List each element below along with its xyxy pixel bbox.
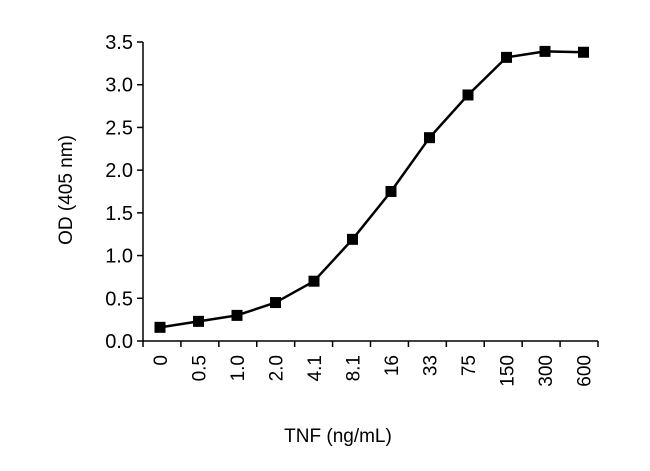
x-tick-label: 8.1 [344,355,365,381]
x-tick-label: 2.0 [267,355,288,381]
data-point [308,275,320,287]
x-tick-label: 16 [382,355,403,376]
x-axis-title: TNF (ng/mL) [284,426,392,447]
x-tick-label: 300 [536,355,557,387]
data-point [424,132,435,144]
data-point [154,321,166,333]
y-tick-label: 0.0 [105,331,133,353]
x-tick-label: 75 [459,355,480,376]
x-tick-label: 0.5 [190,355,211,381]
data-point [462,89,474,101]
y-tick-label: 1.0 [105,246,133,268]
axes [137,41,599,347]
y-tick-label: 1.5 [105,203,133,225]
data-point [270,297,281,309]
data-point [347,233,358,245]
tick-labels: 0.0 0.5 1.0 1.5 2.0 2.5 3.0 3.5 0 0.5 1.0 2.0 4.1 8.1… [105,32,595,387]
data-point [578,46,589,58]
data-point [385,186,397,197]
y-tick-label: 2.5 [105,117,133,139]
data-point [539,45,551,57]
x-tick-label: 4.1 [305,355,326,381]
data-point [501,51,512,63]
x-tick-label: 150 [498,355,519,387]
y-tick-label: 0.5 [105,288,133,310]
y-tick-label: 2.0 [105,160,133,182]
x-tick-label: 0 [151,355,172,366]
y-tick-label: 3.5 [105,32,133,54]
data-point [193,315,204,327]
data-point [231,309,243,321]
x-tick-label: 600 [575,355,596,387]
y-tick-label: 3.0 [105,75,133,97]
y-axis-title: OD (405 nm) [56,135,77,245]
series-layer [154,45,589,333]
series-line [159,50,584,329]
x-tick-label: 33 [421,355,442,376]
x-tick-label: 1.0 [228,355,249,381]
